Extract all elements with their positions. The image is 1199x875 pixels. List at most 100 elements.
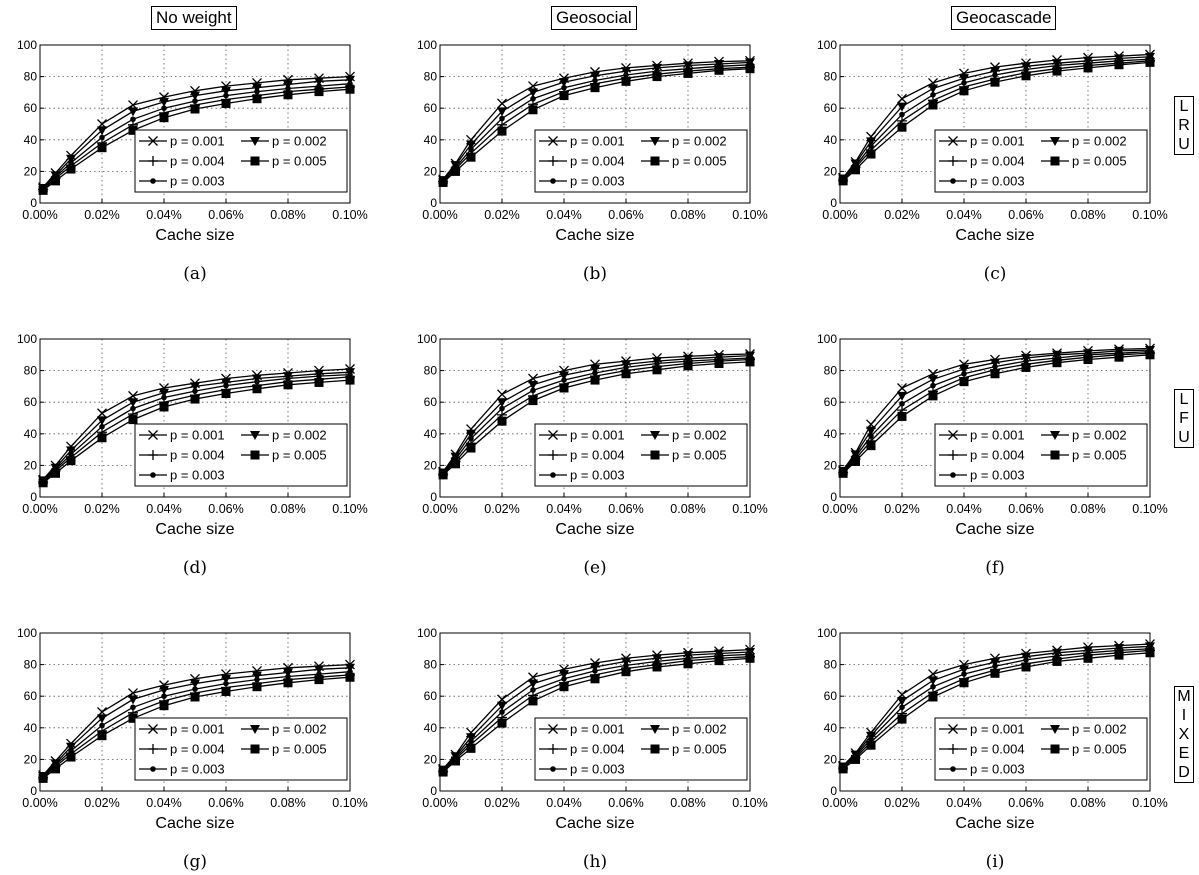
legend-label: p = 0.005 — [672, 742, 727, 757]
marker-square — [745, 357, 755, 367]
marker-triangle — [190, 382, 200, 392]
marker-triangle — [959, 74, 969, 84]
y-tick-label: 100 — [417, 332, 437, 346]
legend-label: p = 0.003 — [170, 468, 225, 483]
marker-dot — [899, 111, 905, 118]
marker-triangle — [345, 75, 355, 85]
marker-square — [1050, 744, 1060, 754]
marker-square — [838, 176, 848, 186]
marker-square — [866, 149, 876, 159]
y-tick-label: 80 — [824, 70, 838, 84]
legend-label: p = 0.002 — [272, 428, 327, 443]
x-tick-label: 0.02% — [84, 208, 119, 222]
marker-square — [928, 391, 938, 401]
legend-label: p = 0.005 — [672, 154, 727, 169]
marker-square — [250, 744, 260, 754]
marker-square — [1083, 653, 1093, 663]
y-tick-label: 100 — [817, 38, 837, 52]
marker-square — [652, 365, 662, 375]
legend-label: p = 0.001 — [970, 428, 1025, 443]
x-tick-label: 0.02% — [484, 208, 519, 222]
legend-label: p = 0.004 — [170, 742, 225, 757]
legend-label: p = 0.004 — [970, 448, 1025, 463]
marker-dot — [899, 704, 905, 711]
plot-frame — [839, 632, 1151, 792]
y-tick-label: 60 — [424, 101, 438, 115]
series-line — [442, 64, 751, 182]
marker-dot — [150, 178, 156, 184]
marker-square — [866, 441, 876, 451]
marker-square — [97, 731, 107, 741]
chart-panel: 0 20 40 60 80 100 0.00% 0.02% 0.04% 0.06% 0.08% 0.1… — [417, 38, 768, 284]
marker-x — [548, 724, 558, 734]
y-tick-label: 40 — [424, 721, 438, 735]
marker-dot — [99, 423, 105, 430]
x-tick-label: 0.04% — [946, 502, 981, 516]
marker-triangle — [650, 137, 660, 146]
row-label-letter: X — [1178, 726, 1190, 743]
marker-square — [851, 456, 860, 466]
legend-label: p = 0.004 — [170, 154, 225, 169]
marker-dot — [550, 766, 556, 772]
marker-plus — [948, 744, 958, 754]
x-tick-label: 0.04% — [946, 796, 981, 810]
column-header-no-weight: No weight — [151, 6, 237, 30]
marker-x — [97, 408, 107, 419]
y-tick-label: 20 — [424, 458, 438, 472]
marker-triangle — [66, 154, 76, 164]
plot-frame — [839, 44, 1151, 204]
y-tick-label: 60 — [24, 101, 38, 115]
x-tick-label: 0.04% — [546, 208, 581, 222]
x-tick-label: 0.00% — [822, 208, 857, 222]
marker-square — [1145, 648, 1155, 658]
marker-triangle — [928, 84, 938, 94]
panel-label: (c) — [984, 264, 1007, 284]
x-axis-label: Cache size — [955, 815, 1034, 832]
y-tick-label: 0 — [430, 490, 437, 504]
marker-square — [97, 143, 107, 153]
legend-label: p = 0.004 — [570, 742, 625, 757]
marker-triangle — [650, 725, 660, 734]
panel-label: (d) — [183, 558, 207, 578]
x-tick-label: 0.10% — [332, 208, 367, 222]
legend-label: p = 0.002 — [672, 428, 727, 443]
marker-triangle — [1050, 431, 1060, 440]
plot-frame — [439, 338, 751, 498]
marker-square — [497, 126, 507, 136]
plot-frame — [839, 338, 1151, 498]
marker-square — [683, 659, 693, 669]
marker-triangle — [221, 674, 231, 684]
panel-label: (h) — [583, 852, 607, 872]
x-tick-label: 0.02% — [884, 502, 919, 516]
x-tick-label: 0.04% — [146, 796, 181, 810]
y-tick-label: 60 — [24, 689, 38, 703]
marker-square — [438, 177, 448, 187]
marker-square — [466, 443, 476, 453]
legend-label: p = 0.005 — [272, 742, 327, 757]
marker-square — [438, 470, 448, 480]
marker-square — [190, 692, 200, 702]
marker-square — [838, 764, 848, 774]
marker-x — [897, 383, 907, 393]
marker-square — [650, 156, 660, 166]
x-tick-label: 0.08% — [1070, 796, 1105, 810]
y-tick-label: 0 — [30, 490, 37, 504]
y-tick-label: 60 — [824, 101, 838, 115]
x-tick-label: 0.08% — [1070, 208, 1105, 222]
y-tick-label: 0 — [30, 784, 37, 798]
y-tick-label: 20 — [24, 752, 38, 766]
marker-x — [548, 430, 558, 440]
marker-dot — [150, 472, 156, 478]
marker-dot — [530, 95, 536, 102]
y-tick-label: 40 — [824, 721, 838, 735]
marker-square — [714, 65, 724, 75]
x-tick-label: 0.08% — [1070, 502, 1105, 516]
row-label-letter: E — [1178, 745, 1190, 762]
marker-triangle — [252, 671, 262, 681]
marker-square — [959, 377, 969, 387]
x-tick-label: 0.02% — [484, 502, 519, 516]
marker-triangle — [159, 388, 169, 398]
x-tick-label: 0.00% — [22, 208, 57, 222]
